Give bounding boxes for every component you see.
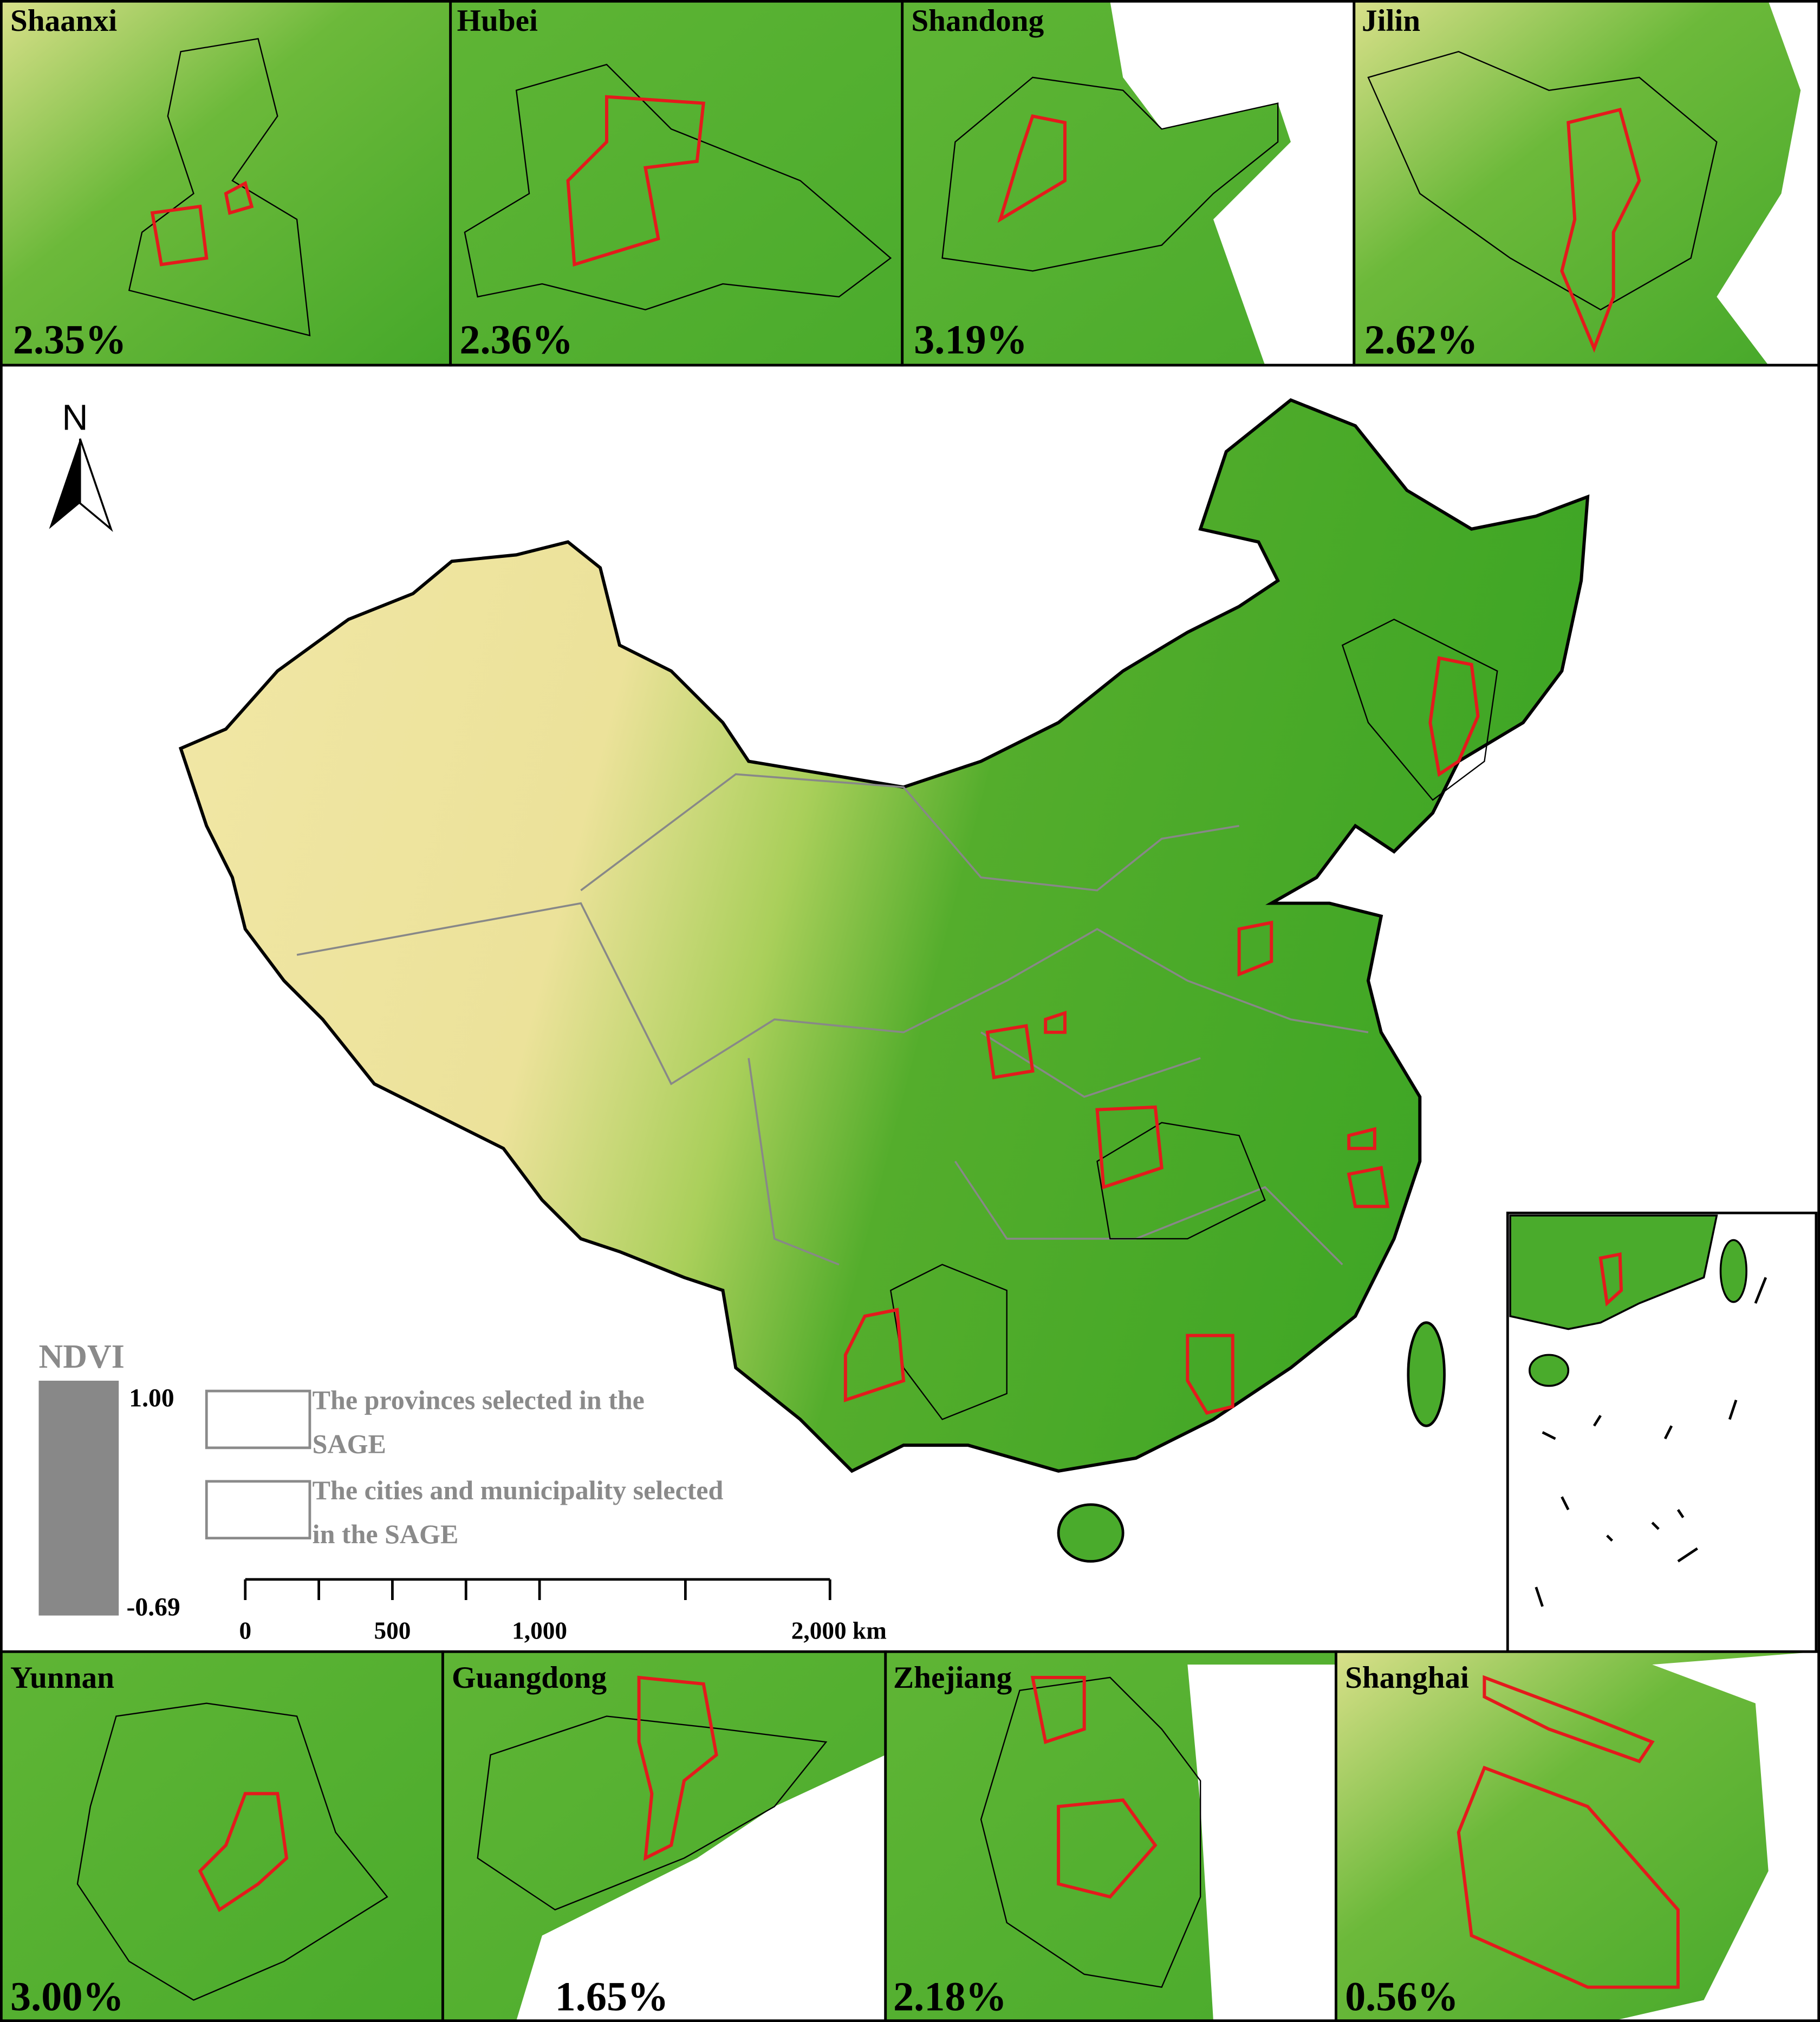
nine-dash-line [1535,1277,1767,1607]
hainan [1057,1503,1124,1563]
province-outline [1367,51,1718,311]
legend-swatch [205,1389,311,1449]
panel-bg [1,1,451,366]
sea [1110,1,1354,366]
city-outline [843,656,1480,1415]
legend-max: 1.00 [129,1384,174,1413]
scale-label: 0 [239,1617,251,1644]
panel-name: Shaanxi [10,4,117,38]
panel-percent: 3.19% [914,317,1028,363]
inset-hainan [1529,1354,1570,1387]
bottom-panels [0,1650,1820,2022]
province-outline [76,1702,388,2001]
city-outline [997,114,1067,223]
panel-bg [1,1652,443,2021]
panel-percent: 1.65% [555,1974,669,2020]
city-outline [1457,1675,1680,1989]
legend-colorbar [38,1381,119,1616]
scale-label: 500 [374,1617,411,1644]
province-outline [128,38,311,336]
legend-title: NDVI [38,1338,124,1375]
panel-percent: 2.62% [1364,317,1478,363]
province-borders [296,773,1369,1266]
sea [516,1754,886,2021]
panel-name: Guangdong [452,1661,607,1695]
legend-label: The provinces selected in the [313,1384,645,1415]
panel-name: Jilin [1362,4,1420,38]
inset-land [1509,1214,1718,1330]
panel-percent: 0.56% [1345,1974,1459,2020]
scale-label: 2,000 km [791,1617,887,1644]
panel-bg [450,1,902,366]
taiwan [1407,1321,1446,1427]
city-outline [1560,107,1641,353]
province-outline [477,1715,828,1911]
city-outline [637,1675,718,1861]
province-outline [941,76,1279,272]
panel-percent: 3.00% [10,1974,124,2020]
legend-label: in the SAGE [313,1519,459,1549]
north-label: N [62,398,88,438]
city-outline [1030,1675,1158,1899]
panel-percent: 2.35% [13,317,127,363]
panel-frame [1335,1650,1820,2022]
panel-name: Shandong [911,4,1044,38]
inset-taiwan [1719,1239,1747,1303]
city-outline [198,1792,289,1913]
city-outline [150,180,254,266]
panel-name: Zhejiang [893,1661,1012,1695]
scale-bar [244,1578,831,1601]
legend-label: The cities and municipality selected [313,1475,724,1505]
panel-percent: 2.18% [893,1974,1007,2020]
north-arrow [79,438,113,532]
panel-name: Yunnan [10,1661,114,1695]
panel-name: Hubei [457,4,538,38]
province-outline [464,63,892,310]
panel-percent: 2.36% [459,317,573,363]
province-outline [980,1676,1201,1988]
china-outline [178,398,1590,1473]
top-panels [0,0,1820,367]
main-map: N NDVI 1.00 -0.69 [0,363,1820,1653]
sea [1613,1652,1819,2021]
city-outline [566,95,706,267]
legend-swatch [205,1480,311,1540]
sea [1717,1,1819,366]
scale-label: 1,000 [512,1617,567,1644]
north-arrow [49,438,80,529]
panel-name: Shanghai [1345,1661,1469,1695]
sea [1187,1665,1336,2021]
legend-label: SAGE [313,1428,386,1459]
legend-min: -0.69 [127,1594,180,1622]
city-outline [1598,1252,1623,1307]
